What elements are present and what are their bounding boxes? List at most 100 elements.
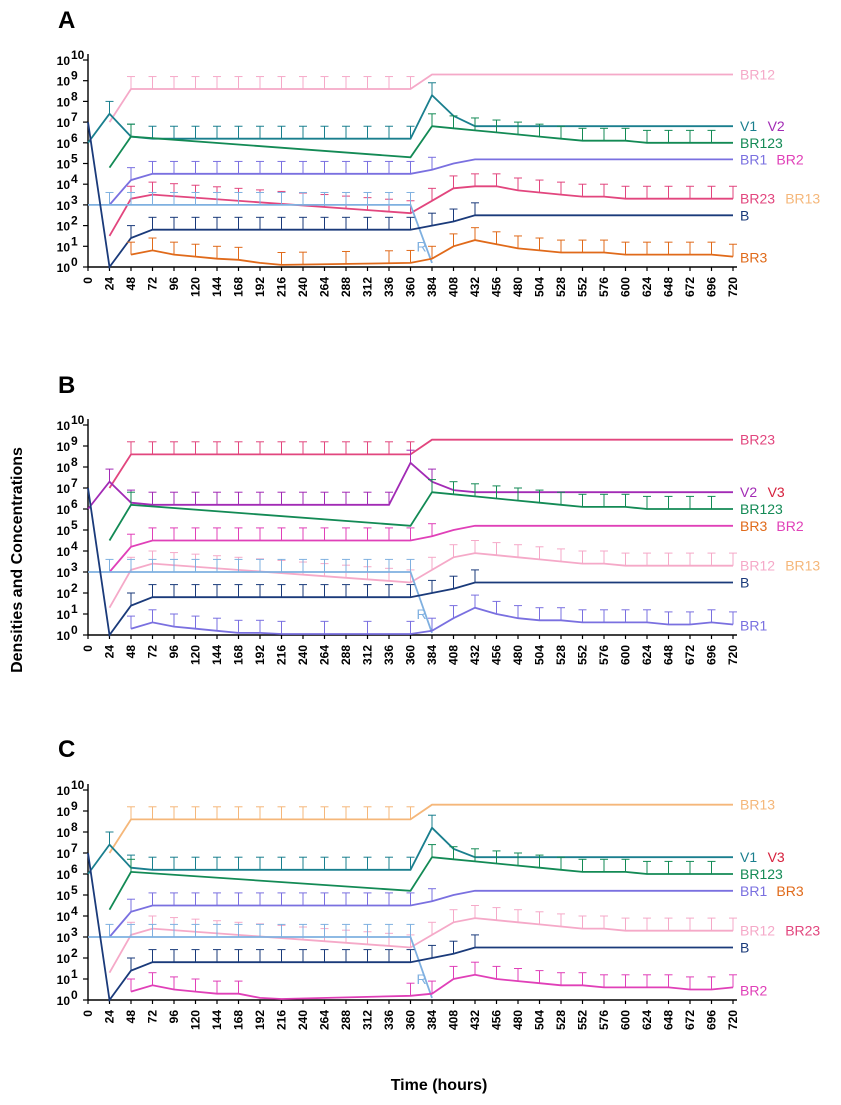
series-br3 [127, 227, 737, 266]
y-tick-label: 10 [57, 419, 71, 433]
x-tick-label: 360 [404, 277, 418, 297]
series-v2 [87, 449, 733, 510]
x-tick-label: 24 [103, 1010, 117, 1024]
series-label: BR123 [740, 501, 783, 517]
y-tick-label: 10 [57, 524, 71, 538]
y-tick-label: 10 [57, 503, 71, 517]
annotation-r: R [417, 238, 427, 254]
series-line [108, 125, 733, 169]
series-line [108, 889, 733, 938]
y-tick-exponent: 1 [71, 234, 78, 248]
series-line [108, 803, 733, 854]
y-tick-label: 10 [57, 847, 71, 861]
x-tick-label: 504 [533, 1010, 547, 1030]
series-br3 [108, 523, 733, 573]
series-line [108, 524, 733, 573]
y-tick-exponent: 8 [71, 455, 78, 469]
series-label: V3 [768, 849, 785, 865]
y-tick-label: 10 [57, 868, 71, 882]
x-tick-label: 96 [167, 1010, 181, 1024]
series-label: BR123 [740, 866, 783, 882]
x-tick-label: 456 [490, 277, 504, 297]
x-axis-title: Time (hours) [391, 1077, 488, 1094]
y-tick-exponent: 8 [71, 89, 78, 103]
x-tick-label: 672 [683, 277, 697, 297]
x-tick-label: 552 [576, 645, 590, 665]
x-tick-label: 120 [189, 1010, 203, 1030]
y-tick-label: 10 [57, 116, 71, 130]
x-tick-label: 336 [382, 1010, 396, 1030]
series-line [108, 917, 733, 974]
series-br123 [108, 479, 733, 541]
x-tick-label: 192 [253, 1010, 267, 1030]
y-tick-label: 10 [57, 158, 71, 172]
x-tick-label: 144 [210, 277, 224, 297]
series-label: BR12 [740, 66, 775, 82]
x-tick-label: 408 [447, 645, 461, 665]
series-line [108, 158, 733, 206]
series-line [108, 73, 733, 123]
series-label: V1 [740, 849, 757, 865]
y-tick-label: 10 [57, 587, 71, 601]
y-tick-exponent: 5 [71, 883, 78, 897]
x-tick-label: 504 [533, 645, 547, 665]
y-tick-exponent: 9 [71, 434, 78, 448]
series-label: BR23 [740, 191, 775, 207]
y-tick-label: 10 [57, 826, 71, 840]
x-tick-label: 24 [103, 277, 117, 291]
y-tick-label: 10 [57, 261, 71, 275]
series-br123 [108, 113, 733, 169]
y-tick-label: 10 [57, 889, 71, 903]
x-tick-label: 528 [554, 1010, 568, 1030]
annotation-r: R [417, 971, 427, 987]
series-label: BR13 [740, 797, 775, 813]
series-line [87, 121, 733, 270]
series-label: V2 [768, 118, 785, 134]
x-tick-label: 720 [726, 1010, 740, 1030]
y-tick-exponent: 4 [71, 904, 78, 918]
series-br23 [108, 438, 733, 489]
series-label: BR12 [740, 558, 775, 574]
y-tick-label: 10 [57, 973, 71, 987]
y-tick-label: 10 [57, 137, 71, 151]
x-tick-label: 216 [275, 645, 289, 665]
series-line [130, 239, 734, 266]
y-tick-label: 10 [57, 461, 71, 475]
series-line [88, 204, 433, 264]
x-tick-label: 96 [167, 277, 181, 291]
series-label: BR123 [740, 135, 783, 151]
series-b [87, 121, 733, 270]
y-tick-label: 10 [57, 220, 71, 234]
x-tick-label: 312 [361, 645, 375, 665]
series-label: BR1 [740, 883, 767, 899]
x-tick-label: 168 [232, 645, 246, 665]
x-tick-label: 504 [533, 277, 547, 297]
x-tick-label: 312 [361, 277, 375, 297]
x-tick-label: 360 [404, 1010, 418, 1030]
x-tick-label: 216 [275, 277, 289, 297]
x-tick-label: 72 [146, 1010, 160, 1024]
x-tick-label: 600 [619, 1010, 633, 1030]
x-tick-label: 168 [232, 277, 246, 297]
series-v1 [87, 82, 733, 144]
series-br12 [108, 73, 733, 123]
x-tick-label: 144 [210, 645, 224, 665]
series-line [88, 936, 433, 999]
x-tick-label: 408 [447, 277, 461, 297]
x-tick-label: 432 [468, 645, 482, 665]
y-tick-label: 10 [57, 952, 71, 966]
series-br1 [108, 156, 733, 206]
x-tick-label: 456 [490, 1010, 504, 1030]
x-tick-label: 264 [318, 645, 332, 665]
x-tick-label: 528 [554, 645, 568, 665]
series-r [88, 923, 433, 999]
y-tick-exponent: 0 [71, 255, 78, 269]
x-tick-label: 0 [81, 645, 95, 652]
x-tick-label: 672 [683, 1010, 697, 1030]
x-tick-label: 648 [662, 1010, 676, 1030]
y-tick-exponent: 2 [71, 214, 78, 228]
y-tick-label: 10 [57, 178, 71, 192]
x-tick-label: 288 [339, 1010, 353, 1030]
x-tick-label: 120 [189, 277, 203, 297]
